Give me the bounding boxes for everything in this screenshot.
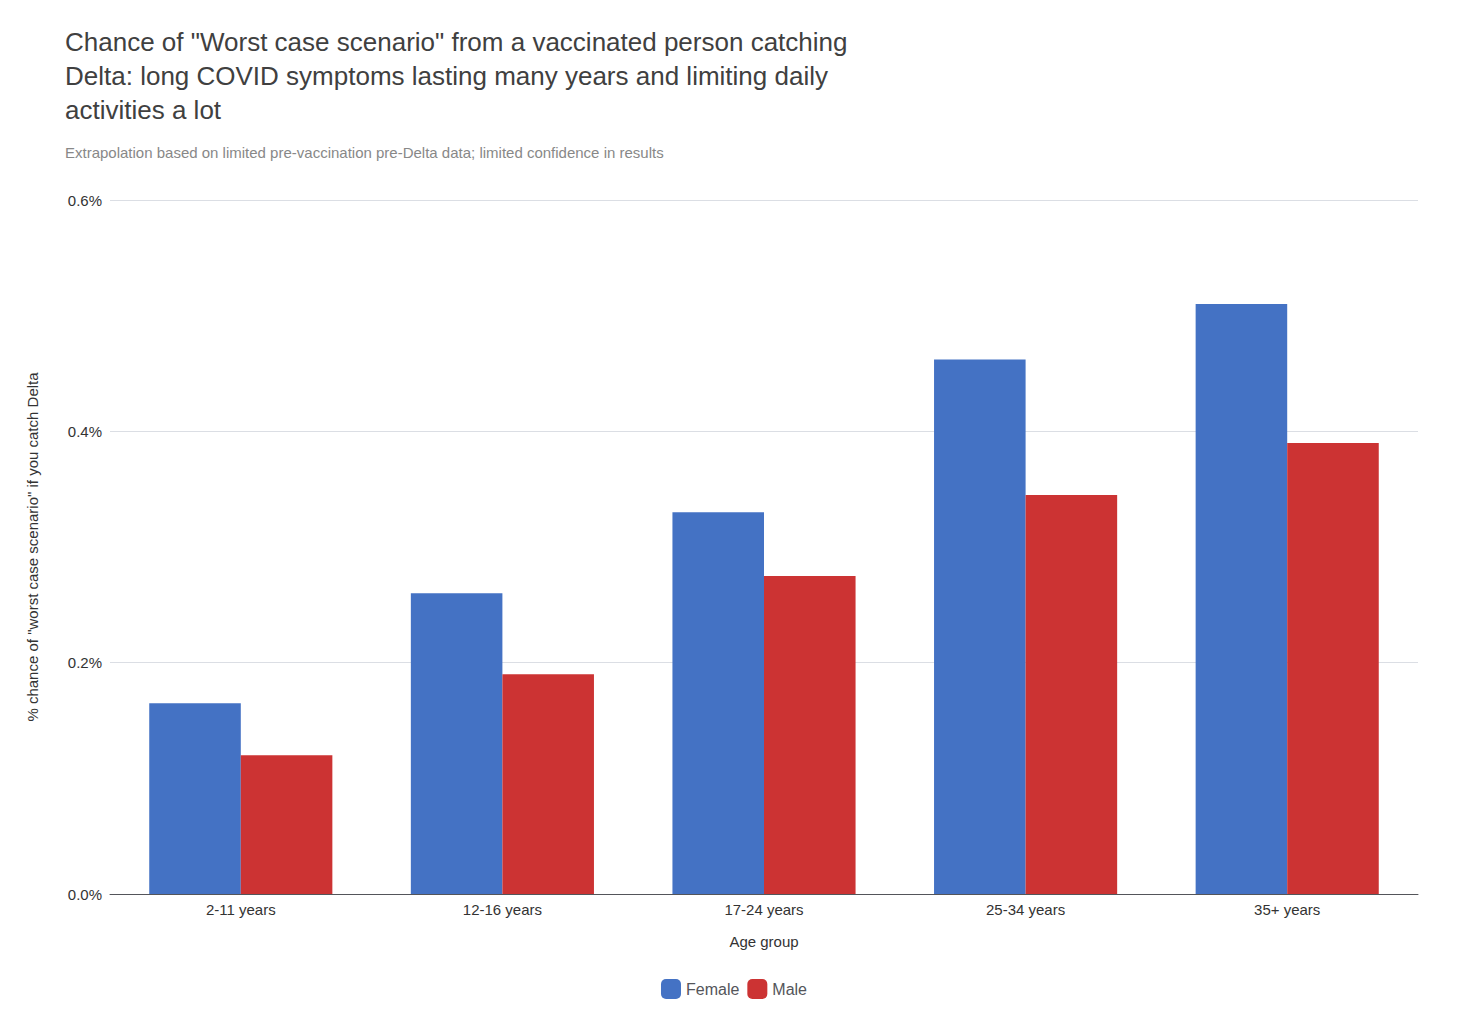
svg-text:Age group: Age group [729,933,798,950]
svg-text:0.6%: 0.6% [68,192,102,209]
svg-text:2-11 years: 2-11 years [206,901,276,918]
svg-text:activities a lot: activities a lot [65,95,222,125]
svg-text:12-16 years: 12-16 years [463,901,542,918]
svg-text:Extrapolation based on limited: Extrapolation based on limited pre-vacci… [65,144,664,161]
svg-text:25-34 years: 25-34 years [986,901,1065,918]
svg-text:Female: Female [686,981,739,998]
svg-text:0.0%: 0.0% [68,886,102,903]
svg-text:Male: Male [772,981,807,998]
svg-text:Chance of "Worst case scenario: Chance of "Worst case scenario" from a v… [65,27,847,57]
svg-text:0.4%: 0.4% [68,423,102,440]
svg-text:% chance of "worst case scenar: % chance of "worst case scenario" if you… [24,372,41,722]
svg-text:35+ years: 35+ years [1254,901,1320,918]
svg-text:Delta: long COVID symptoms las: Delta: long COVID symptoms lasting many … [65,61,828,91]
svg-text:17-24 years: 17-24 years [724,901,803,918]
svg-text:0.2%: 0.2% [68,654,102,671]
